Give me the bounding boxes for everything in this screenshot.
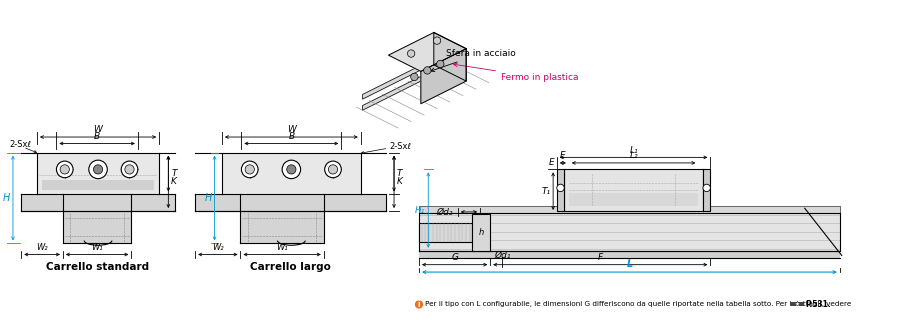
Circle shape (56, 161, 73, 178)
Circle shape (557, 184, 565, 191)
Circle shape (241, 161, 258, 178)
Text: H: H (3, 193, 10, 203)
Text: W₂: W₂ (212, 243, 224, 252)
Text: K: K (171, 177, 177, 186)
Bar (557, 169, 565, 211)
Text: W₁: W₁ (276, 243, 288, 252)
Circle shape (414, 300, 423, 308)
Text: Per il tipo con L configurabile, le dimensioni G differiscono da quelle riportat: Per il tipo con L configurabile, le dime… (426, 301, 852, 307)
Text: B: B (288, 132, 295, 141)
Circle shape (424, 67, 431, 74)
Bar (63, 211, 132, 243)
Text: L₁: L₁ (629, 145, 638, 155)
Text: 2-Sxℓ: 2-Sxℓ (9, 140, 31, 149)
Text: T₁: T₁ (542, 187, 551, 196)
Circle shape (122, 161, 138, 178)
Text: W₂: W₂ (36, 243, 48, 252)
Bar (419, 206, 840, 213)
Text: K: K (397, 177, 402, 186)
Text: H₁: H₁ (415, 206, 426, 214)
Text: Carrello standard: Carrello standard (46, 262, 149, 272)
Text: E: E (560, 151, 565, 160)
Polygon shape (363, 49, 453, 99)
Text: Fermo in plastica: Fermo in plastica (454, 63, 578, 82)
Circle shape (93, 165, 102, 174)
Text: ★: ★ (795, 302, 799, 307)
Bar (791, 302, 804, 306)
Text: G: G (451, 253, 458, 262)
Polygon shape (421, 49, 466, 104)
Polygon shape (389, 32, 466, 71)
Polygon shape (434, 32, 466, 81)
Text: W₁: W₁ (91, 243, 103, 252)
Text: Ød₂: Ød₂ (437, 207, 453, 216)
Circle shape (88, 160, 108, 179)
Circle shape (282, 160, 300, 179)
Bar (419, 223, 472, 242)
Circle shape (325, 161, 342, 178)
Text: Carrello largo: Carrello largo (250, 262, 331, 272)
Text: W: W (94, 125, 102, 134)
Bar (419, 251, 840, 258)
Circle shape (286, 165, 296, 174)
Text: H: H (204, 193, 212, 203)
Text: h: h (478, 228, 484, 237)
Circle shape (286, 165, 296, 174)
Bar (41, 180, 155, 190)
Circle shape (434, 37, 441, 44)
Circle shape (125, 165, 134, 174)
Text: B: B (94, 132, 100, 141)
Text: Ød₁: Ød₁ (494, 251, 510, 260)
Bar (569, 192, 698, 206)
Circle shape (437, 60, 444, 68)
Circle shape (245, 165, 254, 174)
Bar (222, 153, 361, 194)
Bar (37, 153, 159, 194)
Circle shape (329, 165, 338, 174)
Circle shape (60, 165, 69, 174)
Bar (21, 194, 175, 211)
Text: i: i (418, 300, 420, 309)
Text: F: F (598, 253, 603, 262)
Text: E: E (549, 158, 555, 168)
Bar (565, 169, 703, 211)
Circle shape (703, 184, 710, 191)
Circle shape (411, 73, 418, 81)
Text: L₂: L₂ (629, 151, 638, 160)
Bar (472, 214, 490, 251)
Polygon shape (363, 60, 453, 110)
Bar (240, 211, 324, 243)
Text: L: L (626, 259, 633, 269)
Text: 2-Sxℓ: 2-Sxℓ (390, 142, 412, 151)
Circle shape (407, 50, 414, 57)
Text: Sfera in acciaio: Sfera in acciaio (431, 49, 516, 72)
Bar (419, 213, 840, 251)
Text: P.531.: P.531. (806, 300, 832, 309)
Circle shape (283, 161, 299, 178)
Bar (703, 169, 710, 211)
Text: T: T (171, 169, 177, 178)
Text: T: T (397, 169, 402, 178)
Bar (195, 194, 386, 211)
Text: W: W (287, 125, 296, 134)
